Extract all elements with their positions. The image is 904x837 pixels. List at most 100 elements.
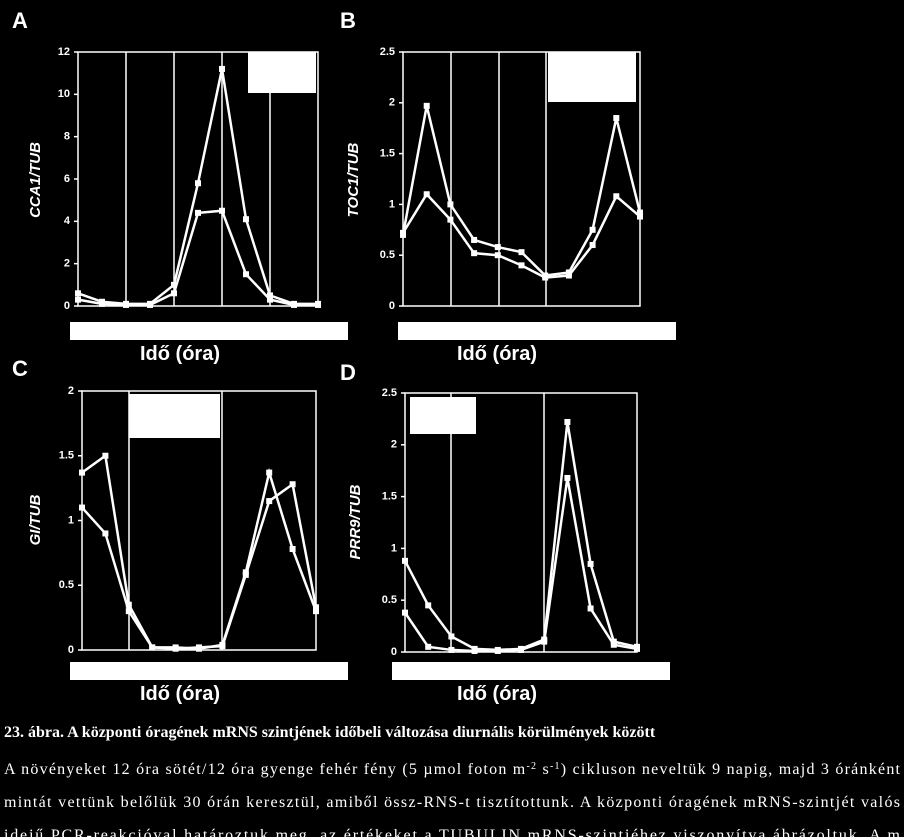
data-point — [172, 645, 179, 652]
data-point — [610, 641, 617, 648]
data-point — [102, 452, 109, 459]
y-tick-label: 0.5 — [59, 579, 74, 591]
caption-line: A növényeket 12 óra sötét/12 óra gyenge … — [4, 761, 901, 779]
data-point — [494, 647, 501, 654]
data-point — [289, 481, 296, 488]
y-tick-label: 0 — [389, 300, 395, 312]
series-line — [81, 453, 318, 650]
y-tick-label: 1.5 — [382, 491, 397, 503]
series-line — [403, 477, 638, 653]
data-point — [266, 498, 273, 505]
data-point — [565, 272, 572, 279]
data-point — [219, 643, 226, 650]
data-point — [564, 474, 571, 481]
data-point — [542, 274, 549, 281]
plot-frame — [402, 51, 641, 307]
y-tick-label: 2 — [68, 385, 74, 397]
y-tick-label: 4 — [64, 215, 71, 227]
data-point — [243, 271, 249, 278]
y-tick-label: 1.5 — [380, 148, 395, 160]
caption-line: idejű PCR-reakcióval határoztuk meg, az … — [4, 827, 901, 837]
data-point — [448, 633, 455, 640]
data-point — [565, 269, 572, 276]
series-line — [403, 421, 638, 652]
data-point — [471, 647, 478, 654]
data-point — [147, 301, 153, 308]
caption-line: mintát vettünk belőlük 30 órán keresztül… — [4, 794, 900, 811]
y-tick-label: 1 — [68, 514, 74, 526]
data-point — [267, 296, 273, 303]
y-axis-label: PRR9/TUB — [347, 484, 364, 559]
caption-text: s — [537, 761, 548, 778]
y-axis-label: TOC1/TUB — [345, 142, 362, 217]
data-point — [125, 601, 132, 608]
data-point — [79, 504, 85, 511]
dark-period-box — [410, 397, 476, 434]
data-point — [313, 608, 319, 615]
series-line — [77, 209, 318, 307]
superscript: -2 — [526, 761, 536, 772]
data-point — [267, 292, 273, 299]
y-axis-label: CCA1/TUB — [27, 142, 44, 218]
light-dark-bar — [398, 322, 676, 340]
data-point — [613, 115, 620, 122]
data-point — [313, 604, 319, 611]
x-axis-label: Idő (óra) — [457, 683, 537, 705]
y-tick-label: 8 — [64, 131, 70, 143]
data-point — [425, 602, 432, 609]
data-point — [637, 213, 643, 220]
data-point — [447, 201, 454, 208]
data-point — [518, 646, 524, 653]
data-point — [494, 252, 501, 259]
data-point — [518, 262, 525, 269]
light-dark-bar — [70, 662, 348, 680]
caption-text: ) cikluson neveltük 9 napig, majd 3 órán… — [561, 761, 901, 778]
data-point — [587, 560, 594, 567]
y-tick-label: 1 — [391, 542, 397, 554]
data-point — [471, 250, 478, 257]
dark-period-box — [548, 52, 636, 102]
data-point — [402, 609, 408, 616]
caption-text: mintát vettünk belőlük 30 órán keresztül… — [4, 794, 900, 811]
light-dark-bar — [392, 662, 670, 680]
panel-letter: A — [12, 8, 28, 33]
data-point — [79, 469, 85, 476]
data-point — [123, 301, 129, 308]
y-tick-label: 12 — [58, 46, 70, 58]
data-point — [266, 469, 273, 476]
data-point — [195, 180, 201, 187]
data-point — [425, 643, 432, 650]
y-tick-label: 6 — [64, 173, 70, 185]
data-point — [423, 102, 430, 109]
caption-text: A növényeket 12 óra sötét/12 óra gyenge … — [4, 761, 526, 778]
light-dark-bar — [70, 322, 348, 340]
data-point — [423, 191, 430, 198]
data-point — [610, 638, 617, 645]
superscript: -1 — [550, 761, 560, 772]
data-point — [171, 281, 177, 288]
data-point — [196, 644, 202, 651]
data-point — [471, 236, 478, 243]
panel-letter: C — [12, 356, 28, 381]
data-point — [564, 419, 571, 426]
data-point — [541, 638, 548, 645]
y-tick-label: 0 — [68, 644, 74, 656]
data-point — [447, 216, 454, 223]
y-tick-label: 0.5 — [382, 594, 397, 606]
data-point — [402, 557, 408, 564]
x-axis-label: Idő (óra) — [140, 683, 220, 705]
y-tick-label: 2.5 — [382, 387, 397, 399]
data-point — [149, 644, 156, 651]
data-point — [242, 571, 249, 578]
data-point — [195, 209, 201, 216]
data-point — [613, 193, 620, 200]
data-point — [75, 296, 81, 303]
dark-period-box — [248, 52, 316, 93]
caption-title: 23. ábra. A központi óragének mRNS szint… — [4, 724, 656, 741]
data-point — [243, 216, 249, 223]
x-axis-label: Idő (óra) — [457, 343, 537, 365]
data-point — [289, 545, 296, 552]
y-tick-label: 0.5 — [380, 249, 395, 261]
data-point — [171, 290, 177, 297]
